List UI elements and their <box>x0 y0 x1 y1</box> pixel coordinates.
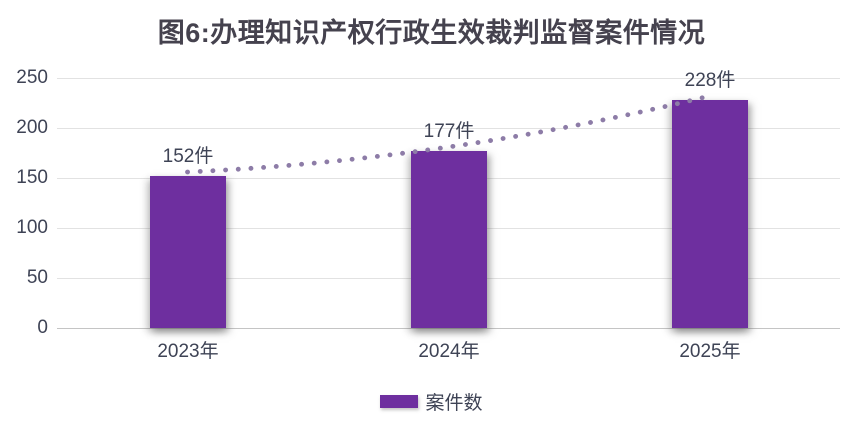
gridline-0 <box>57 328 840 329</box>
legend-label: 案件数 <box>425 393 483 414</box>
x-tick-2025年: 2025年 <box>679 341 741 362</box>
y-tick-50: 50 <box>26 267 48 288</box>
data-label-228: 228件 <box>684 70 736 91</box>
x-tick-2023年: 2023年 <box>157 341 219 362</box>
chart-title: 图6:办理知识产权行政生效裁判监督案件情况 <box>157 18 706 48</box>
legend: 案件数 <box>0 388 863 415</box>
data-label-177: 177件 <box>423 121 475 142</box>
bar-2025年 <box>672 100 748 328</box>
bar-2024年 <box>411 151 487 328</box>
x-tick-2024年: 2024年 <box>418 341 480 362</box>
y-tick-200: 200 <box>16 117 48 138</box>
y-tick-150: 150 <box>16 167 48 188</box>
y-tick-0: 0 <box>37 317 48 338</box>
y-tick-250: 250 <box>16 67 48 88</box>
data-label-152: 152件 <box>162 146 214 167</box>
gridline-250 <box>57 78 840 79</box>
bar-2023年 <box>150 176 226 328</box>
y-tick-100: 100 <box>16 217 48 238</box>
legend-swatch <box>380 395 419 408</box>
